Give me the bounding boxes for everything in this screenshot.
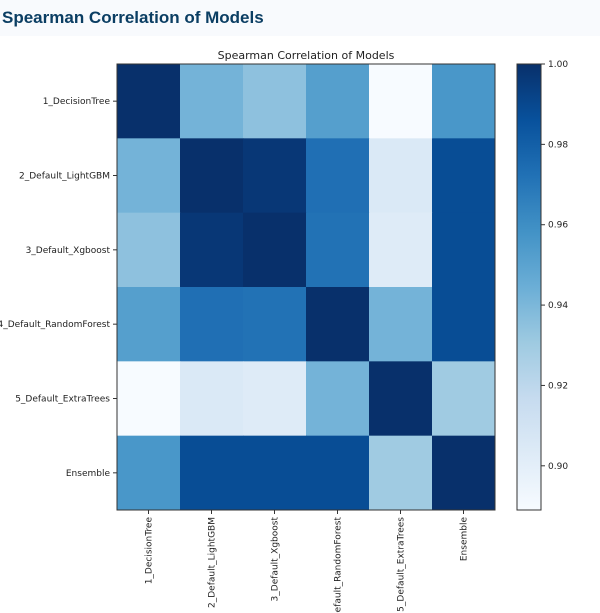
colorbar-tick-label: 0.94 xyxy=(548,301,568,311)
heatmap-cell xyxy=(180,64,244,139)
page-header: Spearman Correlation of Models xyxy=(0,0,600,36)
y-tick-label: 2_Default_LightGBM xyxy=(19,172,110,182)
heatmap-cell xyxy=(369,212,433,288)
heatmap-cell xyxy=(243,435,307,511)
heatmap-cell xyxy=(369,361,433,437)
heatmap-cell xyxy=(432,64,496,139)
heatmap-cell xyxy=(117,212,181,288)
heatmap-cell xyxy=(306,435,370,511)
x-tick-label: 2_Default_LightGBM xyxy=(208,517,218,608)
page-title: Spearman Correlation of Models xyxy=(2,8,264,27)
heatmap-cell xyxy=(117,435,181,511)
heatmap-cell xyxy=(243,361,307,437)
x-tick-label: 1_DecisionTree xyxy=(145,517,155,585)
heatmap-cell xyxy=(432,361,496,437)
heatmap-cell xyxy=(117,361,181,437)
heatmap-cell xyxy=(306,64,370,139)
heatmap-cell xyxy=(243,287,307,362)
heatmap-cell xyxy=(306,138,370,214)
heatmap-cell xyxy=(369,138,433,214)
y-tick-label: 1_DecisionTree xyxy=(43,97,111,107)
heatmap-cell xyxy=(306,212,370,288)
heatmap-cell xyxy=(180,212,244,288)
heatmap-cell xyxy=(369,64,433,139)
heatmap-cell xyxy=(369,435,433,511)
chart-title: Spearman Correlation of Models xyxy=(218,49,395,62)
heatmap-cell xyxy=(243,212,307,288)
heatmap-cell xyxy=(117,138,181,214)
colorbar-tick-label: 0.98 xyxy=(548,140,568,150)
heatmap-cell xyxy=(432,138,496,214)
x-tick-label: 5_Default_ExtraTrees xyxy=(397,517,407,612)
heatmap-cell xyxy=(306,287,370,362)
colorbar-tick-label: 1.00 xyxy=(548,60,568,70)
heatmap-cell xyxy=(432,287,496,362)
heatmap-cell xyxy=(117,287,181,362)
heatmap-cell xyxy=(180,138,244,214)
colorbar-tick-label: 0.96 xyxy=(548,221,568,231)
y-tick-label: Ensemble xyxy=(66,469,111,479)
y-tick-label: 4_Default_RandomForest xyxy=(0,320,110,330)
colorbar-tick-label: 0.90 xyxy=(548,462,568,472)
x-tick-label: 3_Default_Xgboost xyxy=(271,517,281,602)
heatmap-cell xyxy=(243,138,307,214)
x-tick-label: Ensemble xyxy=(460,517,470,562)
heatmap-cell xyxy=(180,287,244,362)
y-tick-label: 5_Default_ExtraTrees xyxy=(15,395,110,405)
heatmap-cell xyxy=(432,435,496,511)
y-tick-label: 3_Default_Xgboost xyxy=(26,246,111,256)
heatmap-cell xyxy=(180,435,244,511)
heatmap-cell xyxy=(432,212,496,288)
heatmap-cell xyxy=(117,64,181,139)
x-tick-label: 4_Default_RandomForest xyxy=(334,517,344,613)
colorbar-tick-label: 0.92 xyxy=(548,381,568,391)
heatmap-cell xyxy=(306,361,370,437)
colorbar xyxy=(516,63,542,511)
plot-frame xyxy=(116,63,496,511)
heatmap-cell xyxy=(180,361,244,437)
heatmap-cell xyxy=(369,287,433,362)
heatmap-cell xyxy=(243,64,307,139)
